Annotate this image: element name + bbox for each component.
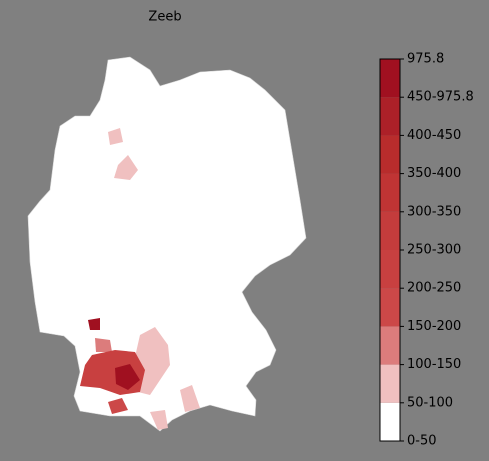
colorbar-segment bbox=[380, 402, 400, 441]
region-light bbox=[180, 385, 200, 412]
colorbar-label: 300-350 bbox=[407, 204, 461, 219]
colorbar-label: 400-450 bbox=[407, 128, 461, 143]
map-title: Zeeb bbox=[148, 10, 181, 25]
region-mid bbox=[95, 338, 112, 352]
colorbar-label: 0-50 bbox=[407, 434, 437, 449]
colorbar-segment bbox=[380, 135, 400, 174]
region-light bbox=[108, 128, 123, 145]
colorbar-segment bbox=[380, 250, 400, 289]
colorbar-label: 200-250 bbox=[407, 281, 461, 296]
colorbar-label: 50-100 bbox=[407, 395, 453, 410]
colorbar-label: 150-200 bbox=[407, 319, 461, 334]
colorbar-segment bbox=[380, 97, 400, 136]
region-dark bbox=[88, 318, 100, 330]
colorbar-segment bbox=[380, 211, 400, 250]
colorbar-label: 450-975.8 bbox=[407, 90, 474, 105]
region-light bbox=[150, 410, 168, 430]
colorbar-label: 250-300 bbox=[407, 243, 461, 258]
colorbar-segment bbox=[380, 173, 400, 212]
region-dark bbox=[115, 364, 140, 390]
colorbar-label: 350-400 bbox=[407, 166, 461, 181]
colorbar-segment bbox=[380, 364, 400, 403]
colorbar-segment bbox=[380, 59, 400, 98]
colorbar-segment bbox=[380, 326, 400, 365]
region-red bbox=[108, 398, 128, 414]
colorbar: 0-50 50-100 100-150 150-200 200-250 250-300 30… bbox=[379, 52, 474, 449]
country-outline bbox=[27, 56, 307, 432]
region-light bbox=[114, 155, 138, 180]
colorbar-label: 975.8 bbox=[407, 52, 444, 67]
germany-map bbox=[27, 56, 307, 432]
colorbar-segment bbox=[380, 288, 400, 327]
colorbar-label: 100-150 bbox=[407, 357, 461, 372]
